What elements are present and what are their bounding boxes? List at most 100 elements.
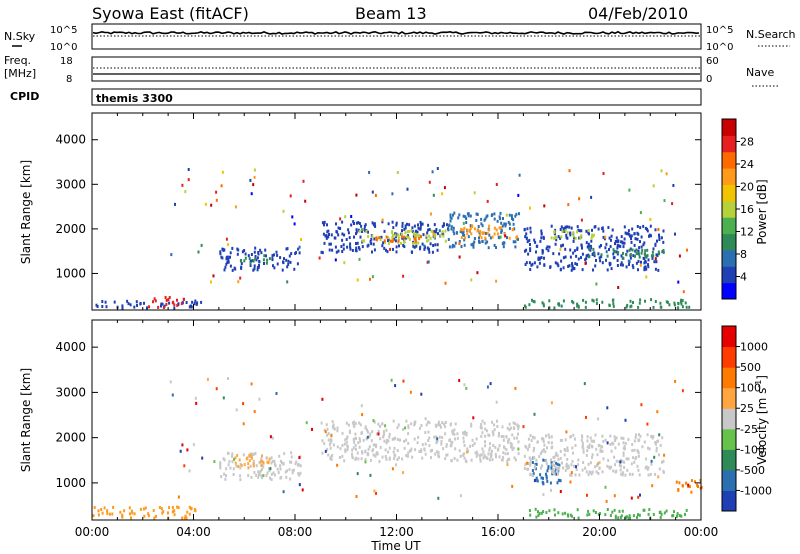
- echo-cell: [481, 239, 484, 243]
- echo-cell: [590, 195, 593, 199]
- echo-cell: [527, 437, 530, 441]
- echo-cell: [557, 264, 560, 268]
- echo-cell: [524, 249, 526, 253]
- echo-cell: [429, 236, 432, 240]
- echo-cell: [616, 259, 619, 262]
- echo-cell: [360, 224, 363, 228]
- echo-cell: [397, 239, 400, 243]
- echo-cell: [346, 444, 349, 448]
- echo-cell: [153, 297, 156, 301]
- echo-cell: [238, 458, 241, 462]
- colorbar-tick-label: 24: [740, 158, 754, 171]
- echo-cell: [508, 227, 511, 230]
- echo-cell: [474, 451, 477, 455]
- echo-cell: [533, 479, 536, 482]
- echo-cell: [229, 264, 232, 268]
- echo-cell: [599, 259, 602, 263]
- echo-cell: [289, 194, 292, 198]
- echo-cell: [662, 459, 665, 463]
- echo-cell: [504, 452, 507, 456]
- echo-cell: [353, 420, 355, 424]
- echo-cell: [617, 244, 620, 248]
- echo-cell: [441, 192, 444, 196]
- echo-cell: [375, 238, 378, 242]
- echo-cell: [627, 516, 630, 520]
- echo-cell: [173, 513, 176, 517]
- echo-cell: [400, 235, 403, 239]
- echo-cell: [587, 509, 590, 513]
- echo-cell: [459, 230, 462, 233]
- freq-unit-label: [MHz]: [4, 67, 36, 80]
- echo-cell: [360, 404, 363, 408]
- echo-cell: [351, 452, 353, 456]
- echo-cell: [623, 225, 626, 229]
- echo-cell: [389, 247, 392, 251]
- echo-cell: [279, 464, 282, 468]
- echo-cell: [227, 260, 230, 264]
- echo-cell: [266, 471, 269, 475]
- echo-cell: [540, 466, 542, 470]
- echo-cell: [547, 465, 550, 469]
- echo-cell: [654, 242, 657, 246]
- echo-cell: [576, 302, 579, 306]
- echo-cell: [575, 254, 578, 258]
- echo-cell: [108, 512, 111, 516]
- echo-cell: [634, 249, 637, 253]
- echo-cell: [572, 231, 575, 235]
- echo-cell: [597, 252, 600, 256]
- echo-cell: [334, 258, 337, 262]
- echo-cell: [383, 246, 386, 250]
- echo-cell: [365, 229, 368, 233]
- echo-cell: [225, 262, 228, 266]
- echo-cell: [420, 450, 423, 454]
- echo-cell: [446, 223, 448, 227]
- echo-cell: [470, 424, 473, 428]
- colorbar-segment: [722, 266, 736, 284]
- echo-cell: [393, 457, 396, 461]
- echo-cell: [565, 430, 568, 434]
- echo-cell: [609, 514, 612, 517]
- echo-cell: [622, 453, 625, 457]
- echo-cell: [469, 224, 472, 228]
- echo-cell: [144, 506, 147, 510]
- echo-cell: [659, 516, 662, 519]
- echo-cell: [363, 239, 366, 243]
- echo-cell: [553, 464, 556, 468]
- colorbar-tick-label: 28: [740, 136, 754, 149]
- echo-cell: [581, 435, 584, 439]
- echo-cell: [548, 299, 551, 303]
- echo-cell: [463, 383, 466, 387]
- echo-cell: [359, 235, 362, 239]
- echo-cell: [511, 433, 514, 437]
- echo-cell: [632, 254, 635, 258]
- echo-cell: [529, 226, 532, 230]
- echo-cell: [387, 222, 390, 226]
- echo-cell: [455, 231, 458, 235]
- echo-cell: [660, 169, 663, 173]
- echo-cell: [414, 239, 417, 243]
- echo-cell: [462, 230, 465, 234]
- echo-cell: [601, 445, 604, 449]
- echo-cell: [539, 452, 542, 455]
- echo-cell: [682, 290, 685, 294]
- echo-cell: [281, 268, 284, 272]
- echo-cell: [227, 377, 229, 380]
- echo-cell: [502, 435, 505, 439]
- echo-cell: [250, 253, 253, 256]
- echo-cell: [533, 436, 536, 440]
- echo-cell: [576, 248, 579, 251]
- echo-cell: [470, 243, 473, 247]
- echo-cell: [606, 508, 609, 511]
- echo-cell: [372, 419, 375, 423]
- echo-cell: [172, 509, 175, 513]
- echo-cell: [484, 434, 487, 438]
- echo-cell: [591, 444, 593, 448]
- echo-cell: [220, 184, 223, 188]
- echo-cell: [479, 459, 482, 463]
- echo-cell: [602, 172, 605, 175]
- echo-cell: [642, 508, 645, 512]
- echo-cell: [358, 257, 361, 261]
- echo-cell: [249, 464, 252, 468]
- echo-cell: [638, 301, 641, 305]
- echo-cell: [488, 458, 491, 462]
